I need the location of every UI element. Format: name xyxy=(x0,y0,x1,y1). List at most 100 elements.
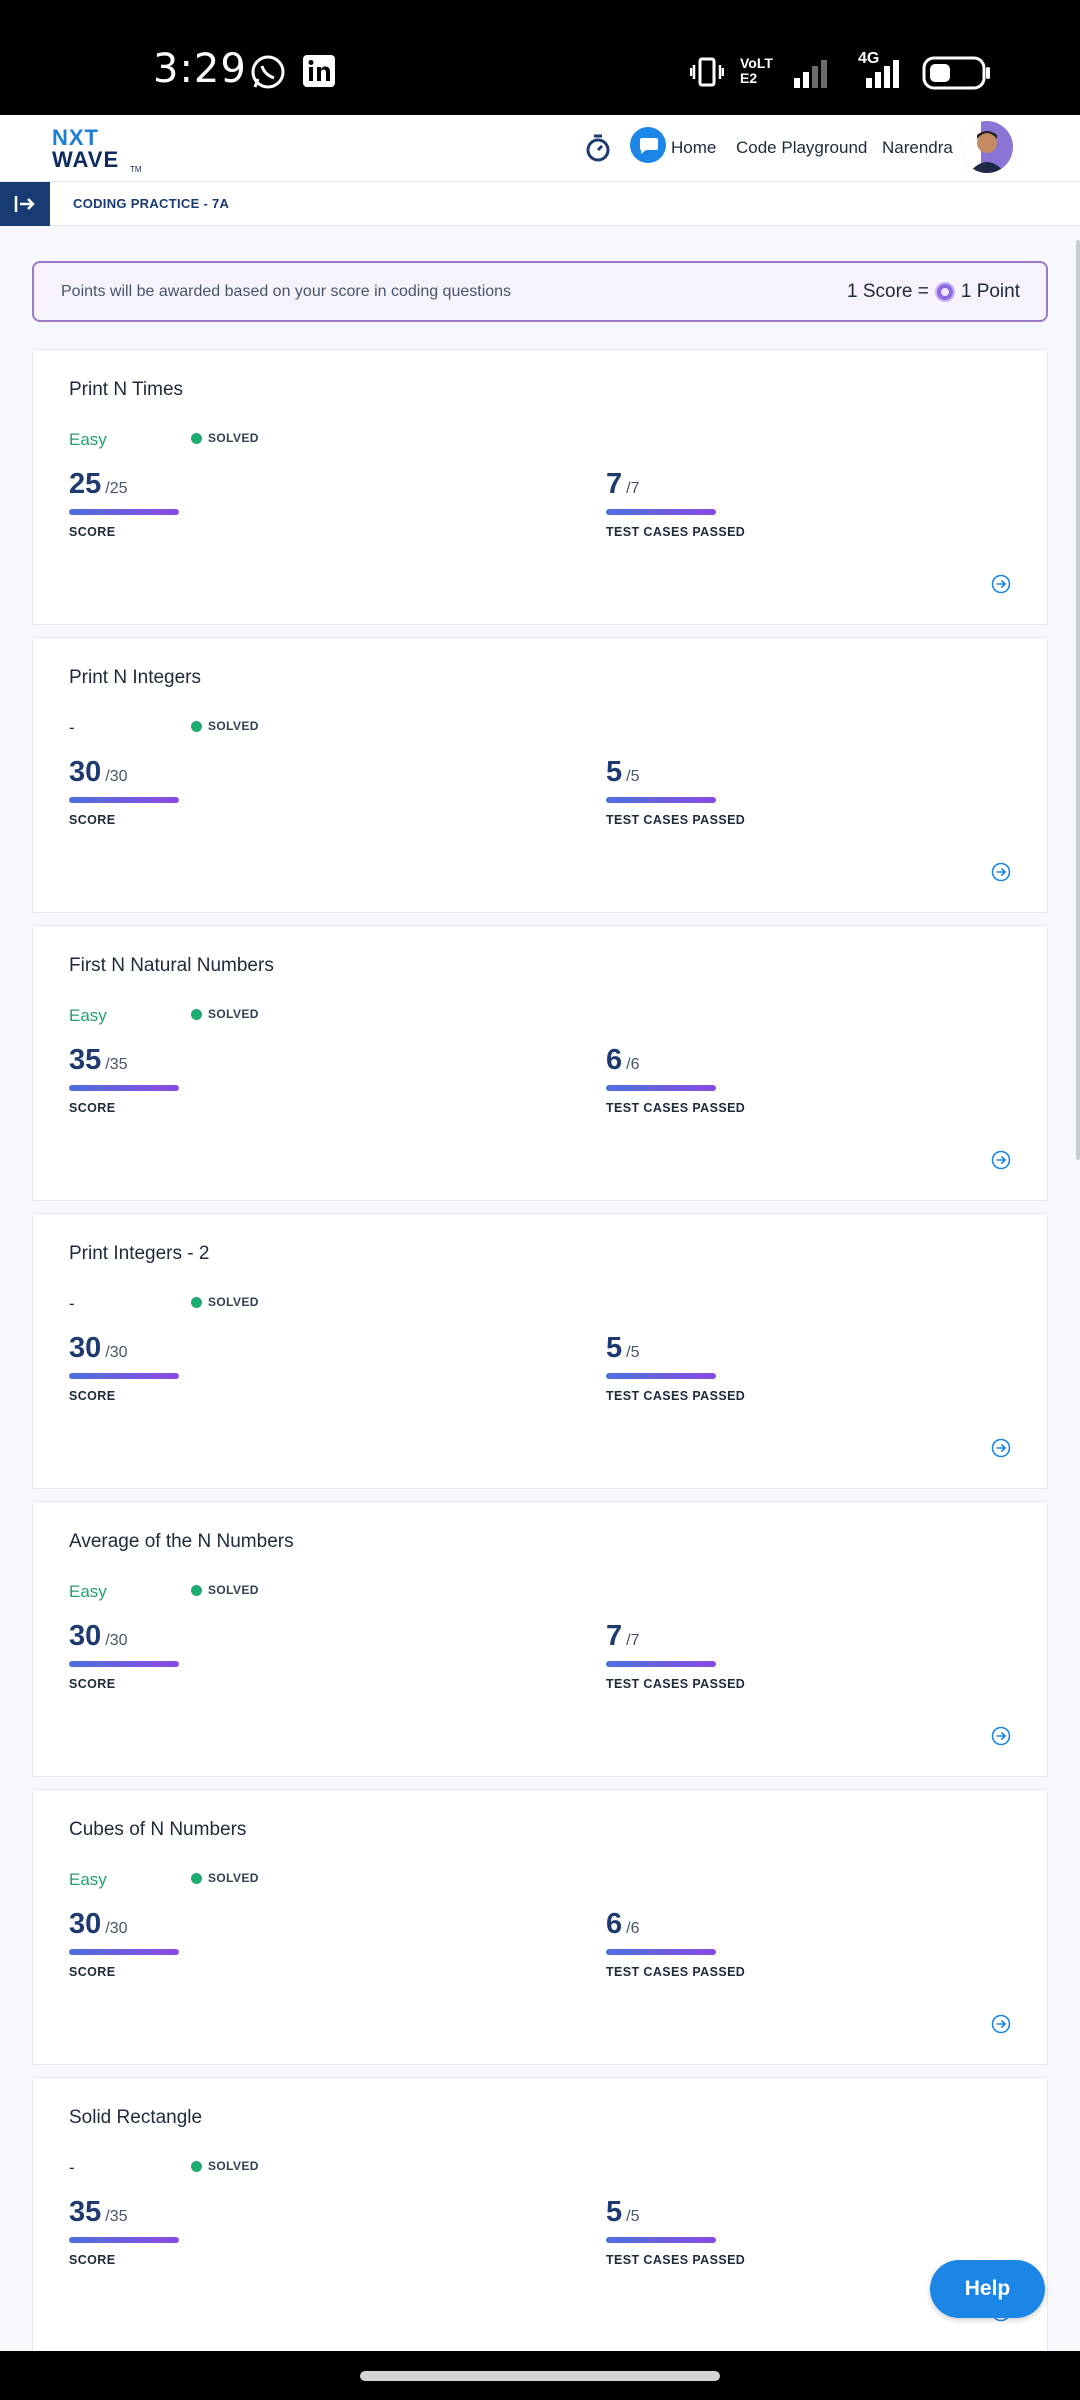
question-title[interactable]: Print Integers - 2 xyxy=(69,1243,210,1264)
question-title[interactable]: Solid Rectangle xyxy=(69,2107,203,2128)
tests-metric: 5/5 TEST CASES PASSED xyxy=(606,2196,806,2276)
score-value: 35 xyxy=(69,1044,102,1076)
tests-value: 5 xyxy=(606,2196,623,2228)
score-label: SCORE xyxy=(69,525,116,539)
score-metric: 30/30 SCORE xyxy=(69,1908,269,1988)
banner-message: Points will be awarded based on your sco… xyxy=(61,283,512,300)
system-nav-bar xyxy=(0,2351,1080,2400)
solved-dot-icon xyxy=(191,1584,202,1596)
points-conversion: 1 Score = 1 Point xyxy=(847,281,1020,303)
timer-icon[interactable] xyxy=(584,133,612,163)
solved-dot-icon xyxy=(191,1872,202,1884)
status-time: 3:29 xyxy=(153,46,247,92)
question-card[interactable]: Print N Times Easy SOLVED 25/25 SCORE 7/7 TEST… xyxy=(32,349,1048,625)
score-progress-bar xyxy=(69,797,179,803)
tests-progress-bar xyxy=(606,1949,716,1955)
tests-metric: 7/7 TEST CASES PASSED xyxy=(606,468,806,548)
help-button[interactable]: Help xyxy=(930,2260,1045,2318)
open-question-arrow-icon[interactable] xyxy=(991,1150,1011,1170)
solved-status: SOLVED xyxy=(191,1871,259,1885)
score-progress-bar xyxy=(69,1661,179,1667)
tests-metric: 5/5 TEST CASES PASSED xyxy=(606,756,806,836)
open-question-arrow-icon[interactable] xyxy=(991,2014,1011,2034)
tests-value: 6 xyxy=(606,1044,623,1076)
question-title[interactable]: First N Natural Numbers xyxy=(69,955,274,976)
sidebar-toggle-button[interactable] xyxy=(0,182,50,226)
scrollbar[interactable] xyxy=(1076,240,1080,1160)
signal-icon xyxy=(794,60,827,88)
open-question-arrow-icon[interactable] xyxy=(991,1438,1011,1458)
tests-label: TEST CASES PASSED xyxy=(606,1389,746,1403)
status-bar: 3:29 VoLTE2 4G xyxy=(0,0,1080,115)
difficulty-label: - xyxy=(69,2158,75,2177)
score-metric: 35/35 SCORE xyxy=(69,1044,269,1124)
tests-metric: 6/6 TEST CASES PASSED xyxy=(606,1908,806,1988)
score-value: 30 xyxy=(69,1908,102,1940)
score-metric: 30/30 SCORE xyxy=(69,756,269,836)
tests-progress-bar xyxy=(606,1661,716,1667)
tests-value: 7 xyxy=(606,468,623,500)
score-label: SCORE xyxy=(69,1389,116,1403)
open-question-arrow-icon[interactable] xyxy=(991,1726,1011,1746)
question-title[interactable]: Cubes of N Numbers xyxy=(69,1819,247,1840)
score-progress-bar xyxy=(69,509,179,515)
tests-metric: 7/7 TEST CASES PASSED xyxy=(606,1620,806,1700)
points-left: 1 Score = xyxy=(846,281,929,302)
score-value: 35 xyxy=(69,2196,102,2228)
tests-max: /5 xyxy=(626,768,640,785)
difficulty-label: Easy xyxy=(69,1582,107,1601)
score-max: /35 xyxy=(105,1056,128,1073)
user-avatar[interactable] xyxy=(961,121,1013,173)
score-label: SCORE xyxy=(69,1101,116,1115)
question-card[interactable]: First N Natural Numbers Easy SOLVED 35/35 SC… xyxy=(32,925,1048,1201)
vibrate-icon xyxy=(690,57,724,87)
tests-max: /5 xyxy=(626,2208,640,2225)
tests-max: /6 xyxy=(626,1920,640,1937)
solved-label: SOLVED xyxy=(208,431,259,445)
tests-label: TEST CASES PASSED xyxy=(606,1677,746,1691)
nav-user-name[interactable]: Narendra xyxy=(882,138,953,157)
top-header: NXT WAVE TM Home Code Playground Narendr… xyxy=(0,115,1080,182)
score-max: /25 xyxy=(105,480,128,497)
score-value: 30 xyxy=(69,756,102,788)
tests-label: TEST CASES PASSED xyxy=(606,1101,746,1115)
score-label: SCORE xyxy=(69,1677,116,1691)
question-title[interactable]: Print N Integers xyxy=(69,667,201,688)
score-metric: 30/30 SCORE xyxy=(69,1620,269,1700)
solved-status: SOLVED xyxy=(191,431,259,445)
question-card[interactable]: Print Integers - 2 - SOLVED 30/30 SCORE 5/5 TE… xyxy=(32,1213,1048,1489)
points-right: 1 Point xyxy=(960,281,1020,302)
home-gesture-handle[interactable] xyxy=(360,2371,720,2381)
score-label: SCORE xyxy=(69,813,116,827)
question-card[interactable]: Cubes of N Numbers Easy SOLVED 30/30 SCORE 6/… xyxy=(32,1789,1048,2065)
whatsapp-icon xyxy=(251,55,285,89)
open-question-arrow-icon[interactable] xyxy=(991,862,1011,882)
chat-icon[interactable] xyxy=(630,127,666,163)
tests-progress-bar xyxy=(606,1085,716,1091)
open-question-arrow-icon[interactable] xyxy=(991,574,1011,594)
breadcrumb: CODING PRACTICE - 7A xyxy=(73,196,230,211)
question-card[interactable]: Average of the N Numbers Easy SOLVED 30/30 S… xyxy=(32,1501,1048,1777)
tests-value: 5 xyxy=(606,756,623,788)
question-card[interactable]: Solid Rectangle - SOLVED 35/35 SCORE 5/5 TEST … xyxy=(32,2077,1048,2353)
difficulty-label: Easy xyxy=(69,1870,107,1889)
sidebar-expand-icon xyxy=(14,196,35,212)
solved-label: SOLVED xyxy=(208,1295,259,1309)
score-label: SCORE xyxy=(69,2253,116,2267)
solved-label: SOLVED xyxy=(208,719,259,733)
score-metric: 25/25 SCORE xyxy=(69,468,269,548)
tests-progress-bar xyxy=(606,1373,716,1379)
solved-dot-icon xyxy=(191,720,202,732)
solved-status: SOLVED xyxy=(191,1583,259,1597)
solved-label: SOLVED xyxy=(208,1871,259,1885)
nav-code-playground[interactable]: Code Playground xyxy=(736,138,868,157)
nav-home[interactable]: Home xyxy=(671,138,717,157)
question-title[interactable]: Average of the N Numbers xyxy=(69,1531,294,1552)
solved-dot-icon xyxy=(191,2160,202,2172)
question-title[interactable]: Print N Times xyxy=(69,379,184,400)
question-card[interactable]: Print N Integers - SOLVED 30/30 SCORE 5/5 TEST… xyxy=(32,637,1048,913)
nxtwave-logo[interactable]: NXT WAVE TM xyxy=(52,125,142,177)
score-progress-bar xyxy=(69,1373,179,1379)
difficulty-label: - xyxy=(69,718,75,737)
solved-status: SOLVED xyxy=(191,2159,259,2173)
